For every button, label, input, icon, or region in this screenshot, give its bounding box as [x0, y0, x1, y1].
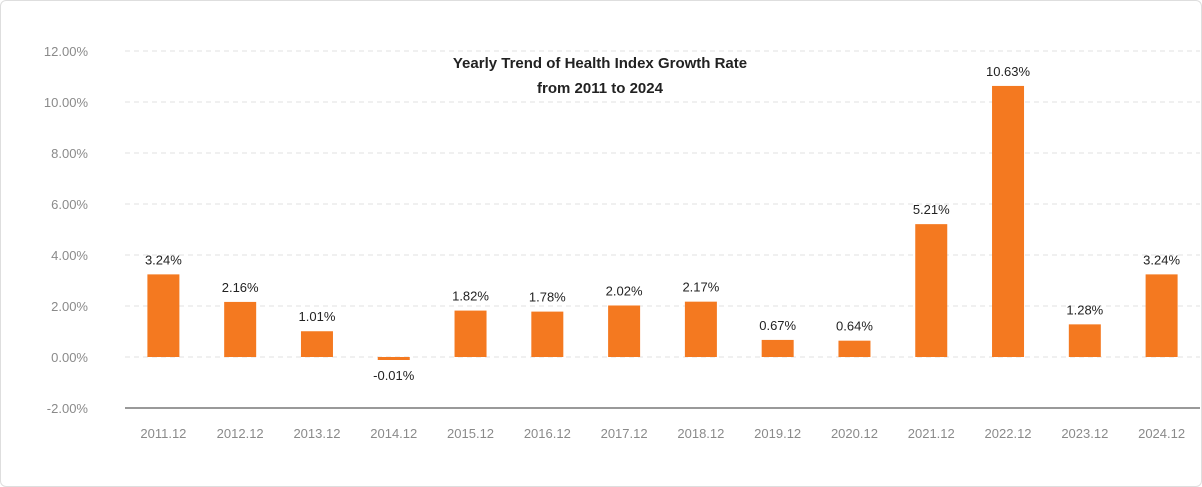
x-tick-label: 2020.12: [831, 426, 878, 441]
y-tick-label: 4.00%: [51, 248, 88, 263]
bar: [761, 339, 794, 357]
x-tick-label: 2019.12: [754, 426, 801, 441]
data-label: 1.01%: [299, 309, 336, 324]
data-label: 5.21%: [913, 202, 950, 217]
data-label: 2.17%: [682, 280, 719, 295]
x-tick-label: 2016.12: [524, 426, 571, 441]
y-tick-label: 0.00%: [51, 350, 88, 365]
x-tick-label: 2024.12: [1138, 426, 1185, 441]
chart-title-line-2: from 2011 to 2024: [537, 80, 664, 97]
y-tick-label: -2.00%: [47, 401, 89, 416]
data-label: 1.82%: [452, 289, 489, 304]
x-tick-label: 2015.12: [447, 426, 494, 441]
y-tick-label: 2.00%: [51, 299, 88, 314]
bar: [838, 340, 871, 357]
data-label: 1.28%: [1066, 302, 1103, 317]
data-label: 0.64%: [836, 319, 873, 334]
x-tick-label: 2023.12: [1061, 426, 1108, 441]
x-tick-label: 2018.12: [677, 426, 724, 441]
bar: [377, 357, 410, 360]
x-tick-label: 2011.12: [140, 426, 186, 441]
bar: [684, 301, 717, 357]
bar: [1145, 274, 1178, 357]
x-tick-label: 2014.12: [370, 426, 417, 441]
x-tick-label: 2013.12: [293, 426, 340, 441]
x-axis-ticks: 2011.12 2012.12 2013.12 2014.12 2015.12 2016.…: [140, 426, 1185, 441]
y-axis-ticks: 12.00% 10.00% 8.00% 6.00% 4.00% 2.00% 0.00% -2.…: [44, 44, 89, 416]
y-tick-label: 12.00%: [44, 44, 89, 59]
bar: [224, 301, 257, 357]
data-label: 1.78%: [529, 290, 566, 305]
y-tick-label: 10.00%: [44, 95, 89, 110]
bar: [454, 310, 487, 357]
data-label: 2.16%: [222, 280, 259, 295]
data-label: 0.67%: [759, 318, 796, 333]
x-tick-label: 2012.12: [217, 426, 264, 441]
x-tick-label: 2021.12: [908, 426, 955, 441]
bar: [915, 224, 948, 357]
bar: [608, 305, 641, 357]
data-label: 2.02%: [606, 283, 643, 298]
bar: [300, 331, 333, 357]
data-label: 10.63%: [986, 64, 1031, 79]
data-label: -0.01%: [373, 368, 415, 383]
y-tick-label: 8.00%: [51, 146, 88, 161]
x-tick-label: 2017.12: [601, 426, 648, 441]
chart-title-line-1: Yearly Trend of Health Index Growth Rate: [453, 55, 747, 72]
bar: [531, 311, 564, 357]
y-tick-label: 6.00%: [51, 197, 88, 212]
data-label: 3.24%: [145, 252, 182, 267]
bars: [147, 85, 1178, 360]
data-labels: 3.24% 2.16% 1.01% -0.01% 1.82% 1.78% 2.02% 2.17…: [145, 64, 1181, 383]
bar: [1068, 324, 1101, 357]
bar: [147, 274, 180, 357]
x-tick-label: 2022.12: [985, 426, 1032, 441]
bar: [992, 85, 1025, 357]
data-label: 3.24%: [1143, 252, 1180, 267]
